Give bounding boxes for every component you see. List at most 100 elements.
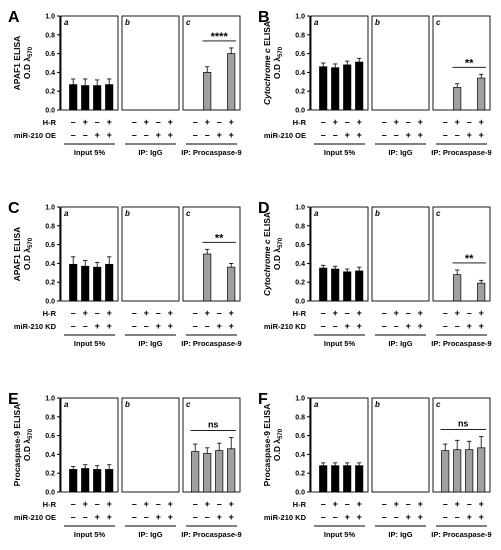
row-label-hr: H-R	[43, 309, 57, 318]
y-label-suffix: ELISA	[12, 227, 22, 254]
subpanel-letter: c	[436, 209, 441, 218]
y-axis-label-line1: Cytochrome c ELISA	[262, 21, 272, 105]
hr-sign: +	[144, 499, 149, 509]
hr-sign: –	[95, 117, 100, 127]
hr-sign: +	[357, 308, 362, 318]
bar	[343, 465, 352, 493]
subpanel-letter: b	[125, 209, 130, 218]
subpanel-box	[310, 397, 369, 493]
mir-sign: +	[107, 321, 112, 331]
bar	[81, 85, 90, 111]
y-label-subscript: 570	[278, 237, 284, 248]
row-label-hr: H-R	[43, 500, 57, 509]
y-tick-label: 0.0	[295, 299, 305, 306]
hr-sign: –	[156, 499, 161, 509]
y-label-od: O.D λ	[22, 57, 32, 79]
subpanel-letter: a	[314, 18, 319, 27]
mir-sign: –	[333, 130, 338, 140]
mir-sign: +	[345, 512, 350, 522]
subpanel-box	[60, 15, 119, 111]
mir-sign: +	[156, 130, 161, 140]
subpanel-letter: c	[186, 18, 191, 27]
y-tick-label: 0.4	[45, 261, 55, 268]
y-tick-label: 0.6	[45, 433, 55, 440]
hr-sign: –	[132, 499, 137, 509]
bar	[81, 265, 90, 302]
y-tick-label: 0.2	[45, 280, 55, 287]
mir-sign: +	[467, 130, 472, 140]
mir-sign: –	[71, 512, 76, 522]
row-label-mir: miR-210 OE	[264, 131, 306, 140]
subpanel-letter: a	[314, 209, 319, 218]
y-tick-label: 0.6	[295, 433, 305, 440]
hr-sign: +	[333, 117, 338, 127]
group-label: IP: IgG	[388, 530, 412, 539]
hr-sign: –	[132, 308, 137, 318]
mir-sign: +	[107, 512, 112, 522]
mir-sign: –	[394, 130, 399, 140]
mir-sign: +	[168, 321, 173, 331]
subpanel-box	[432, 397, 491, 493]
hr-sign: +	[333, 499, 338, 509]
y-tick-label: 1.0	[295, 14, 305, 21]
subpanel-box	[60, 397, 119, 493]
hr-sign: +	[229, 499, 234, 509]
significance-label: **	[215, 232, 224, 244]
row-label-mir: miR-210 KD	[14, 322, 57, 331]
hr-sign: –	[443, 308, 448, 318]
y-axis-label-line1: Cytochrome c ELISA	[262, 212, 272, 296]
hr-sign: –	[443, 117, 448, 127]
bar	[93, 469, 102, 493]
mir-sign: –	[443, 321, 448, 331]
y-tick-label: 0.8	[295, 32, 305, 39]
mir-sign: –	[333, 321, 338, 331]
group-label: IP: IgG	[138, 148, 162, 157]
bar	[69, 84, 78, 111]
hr-sign: +	[455, 308, 460, 318]
hr-sign: +	[168, 308, 173, 318]
subpanel-letter: a	[314, 400, 319, 409]
y-tick-label: 0.4	[295, 261, 305, 268]
subpanel-box	[182, 15, 241, 111]
y-tick-label: 0.6	[295, 51, 305, 58]
hr-sign: +	[168, 499, 173, 509]
mir-sign: –	[144, 321, 149, 331]
y-label-main: Procaspase-9	[12, 431, 22, 487]
row-label-mir: miR-210 OE	[14, 513, 56, 522]
hr-sign: –	[382, 499, 387, 509]
subpanel-box	[371, 206, 430, 302]
hr-sign: +	[205, 308, 210, 318]
bar	[93, 266, 102, 302]
mir-sign: –	[71, 321, 76, 331]
panel-letter: E	[8, 391, 19, 408]
y-axis-label-line1: Procaspase-9 ELISA	[262, 404, 272, 487]
mir-sign: +	[156, 512, 161, 522]
mir-sign: –	[144, 130, 149, 140]
subpanel-box	[182, 206, 241, 302]
y-axis-label-line2: O.D λ570	[272, 237, 284, 270]
y-label-suffix: ELISA	[262, 21, 272, 48]
y-tick-label: 0.0	[45, 490, 55, 497]
subpanel-letter: c	[186, 209, 191, 218]
group-label: IP: Procaspase-9	[181, 339, 241, 348]
mir-sign: +	[229, 512, 234, 522]
subpanel-box	[121, 15, 180, 111]
hr-sign: +	[479, 308, 484, 318]
y-label-subscript: 570	[28, 237, 34, 248]
y-axis-label-line2: O.D λ570	[22, 237, 34, 270]
significance-label: ns	[458, 419, 469, 429]
subpanel-box	[310, 15, 369, 111]
bar	[477, 447, 486, 493]
bar	[215, 450, 224, 493]
y-label-main: Procaspase-9	[262, 431, 272, 487]
y-label-subscript: 570	[278, 428, 284, 439]
y-axis-label-line2: O.D λ570	[272, 428, 284, 461]
hr-sign: –	[406, 499, 411, 509]
subpanel-box	[371, 15, 430, 111]
mir-sign: –	[132, 321, 137, 331]
